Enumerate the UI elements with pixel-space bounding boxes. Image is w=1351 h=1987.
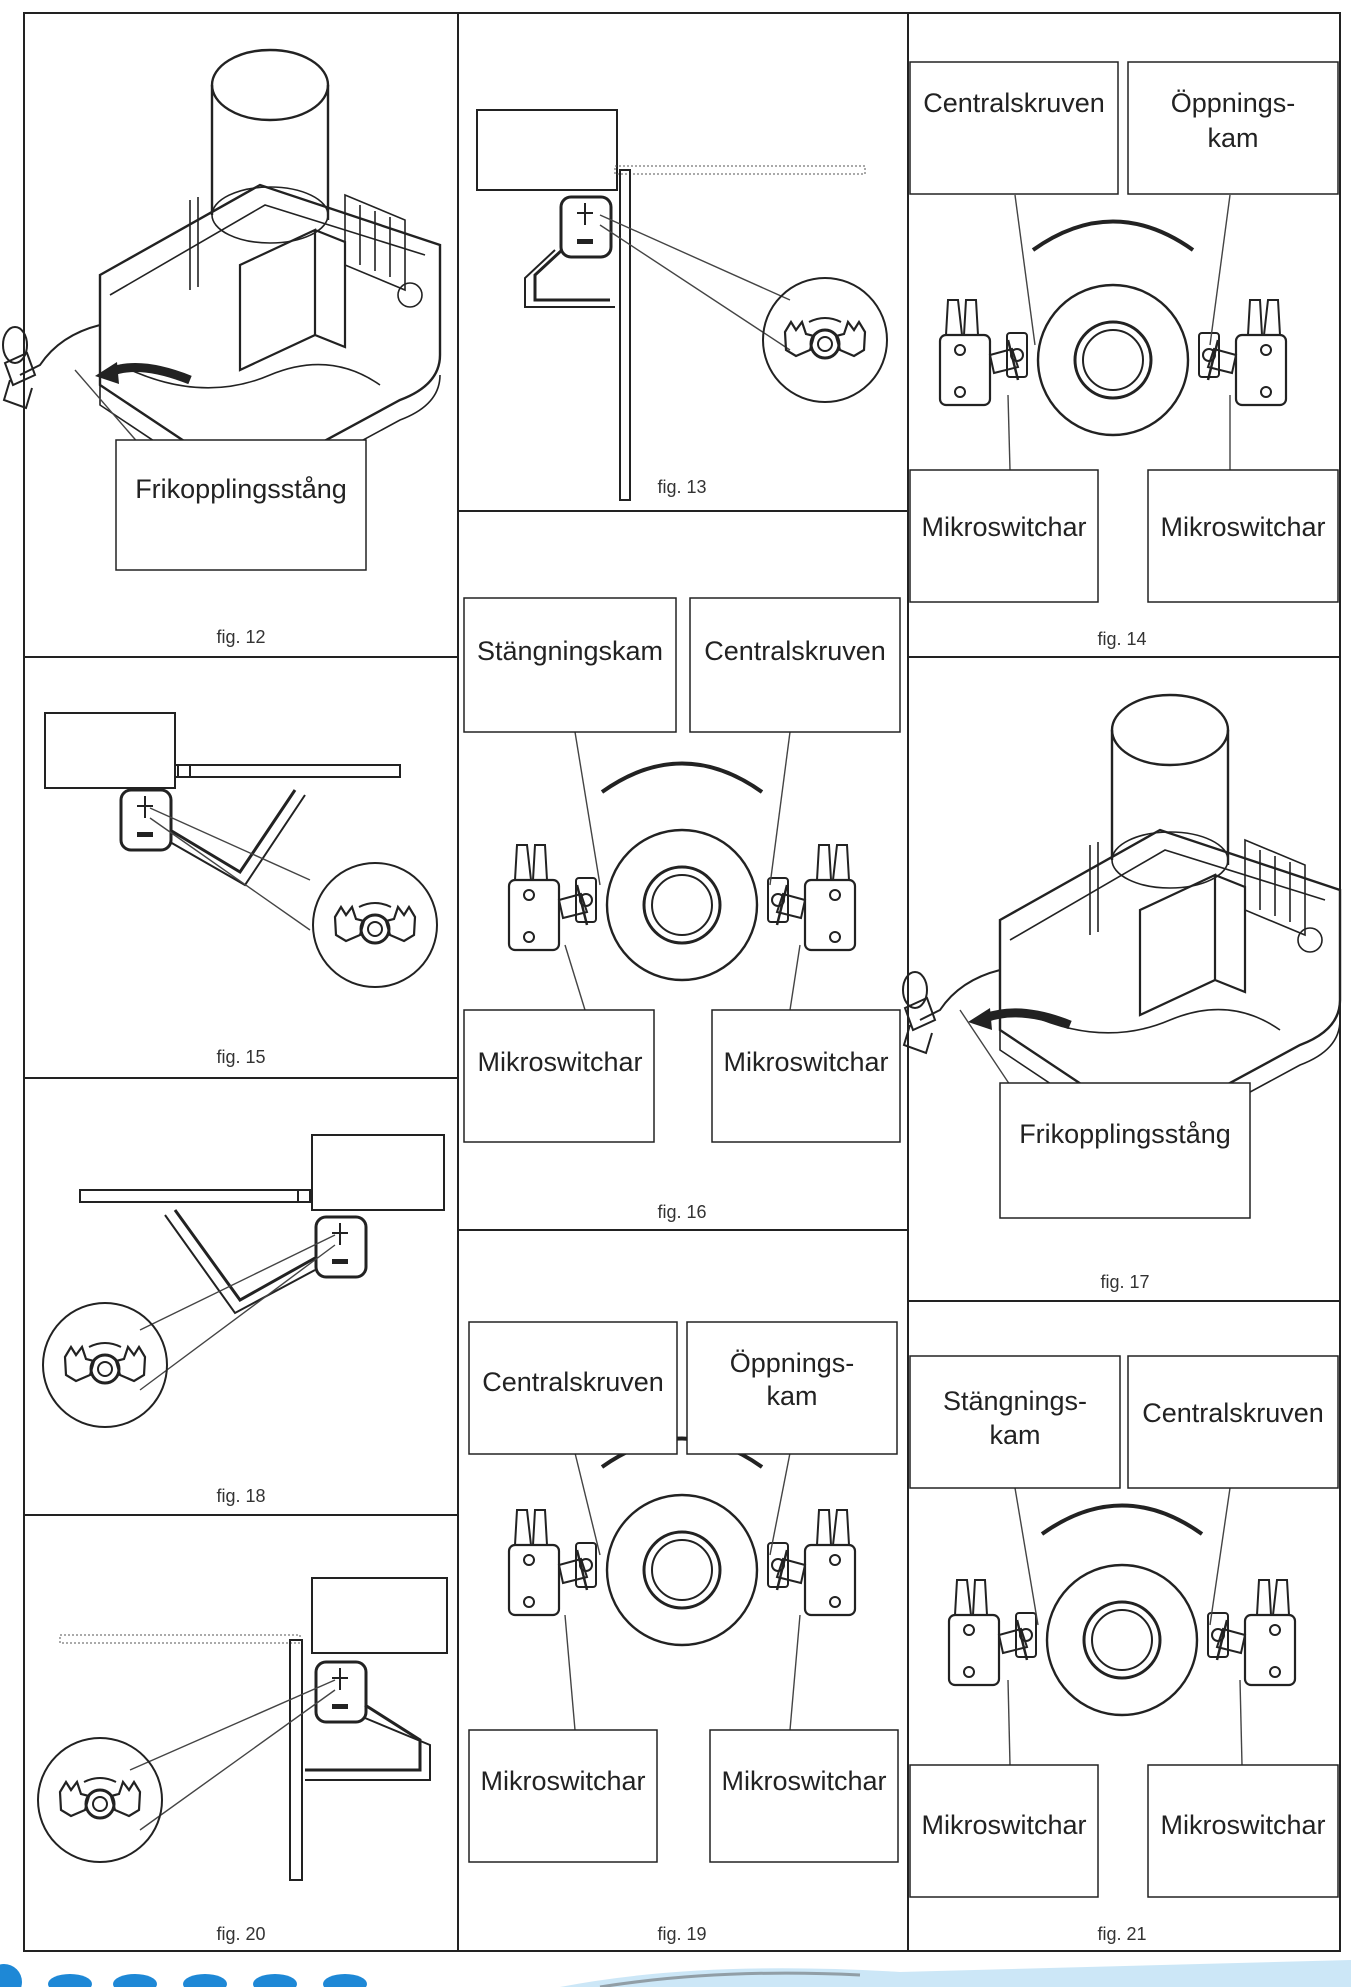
caption-fig-16: fig. 16 [657,1202,706,1222]
label-centralskruven: Centralskruven [704,636,886,666]
label-mikroswitchar-left: Mikroswitchar [480,1766,645,1796]
label-mikroswitchar-right: Mikroswitchar [721,1766,886,1796]
label-frikopplingsstang: Frikopplingsstång [1019,1119,1231,1149]
label-stangningskam: Stängningskam [477,636,663,666]
label-mikroswitchar-right: Mikroswitchar [723,1047,888,1077]
caption-fig-21: fig. 21 [1097,1924,1146,1944]
label-centralskruven: Centralskruven [482,1367,664,1397]
label-mikroswitchar-left: Mikroswitchar [477,1047,642,1077]
caption-fig-19: fig. 19 [657,1924,706,1944]
label-oppningskam-2: kam [766,1381,817,1411]
grid-lines [23,12,1341,1952]
label-centralskruven: Centralskruven [1142,1398,1324,1428]
figure-14: Centralskruven Öppnings- kam Mikroswitch… [909,61,1339,649]
caption-fig-20: fig. 20 [216,1924,265,1944]
rotation-arrow [983,1008,1072,1030]
caption-fig-15: fig. 15 [216,1047,265,1067]
label-centralskruven: Centralskruven [923,88,1105,118]
label-oppningskam-1: Öppnings- [730,1348,855,1378]
motor-unit-illustration [1,48,442,493]
figure-17: Frikopplingsstång fig. 17 [901,693,1342,1292]
caption-fig-13: fig. 13 [657,477,706,497]
label-mikroswitchar-right: Mikroswitchar [1160,512,1325,542]
caption-fig-14: fig. 14 [1097,629,1146,649]
figure-21: Stängnings- kam Centralskruven Mikroswit… [909,1355,1339,1944]
figure-15: fig. 15 [44,712,439,1067]
figure-18: fig. 18 [41,1134,445,1506]
label-oppningskam-2: kam [1207,123,1258,153]
microswitch-detail-circle [761,276,889,404]
caption-fig-18: fig. 18 [216,1486,265,1506]
label-mikroswitchar-left: Mikroswitchar [921,512,1086,542]
footer-decoration [0,1960,1351,1987]
label-stangningskam-1: Stängnings- [943,1386,1087,1416]
label-oppningskam-1: Öppnings- [1171,88,1296,118]
figure-13: fig. 13 [476,109,889,501]
motor-unit-illustration [901,693,1342,1138]
caption-fig-12: fig. 12 [216,627,265,647]
label-box [115,439,367,571]
caption-fig-17: fig. 17 [1100,1272,1149,1292]
figure-20: fig. 20 [36,1577,448,1944]
figure-19: Centralskruven Öppnings- kam Mikroswitch… [468,1321,899,1944]
label-stangningskam-2: kam [989,1420,1040,1450]
figure-12: Frikopplingsstång fig. 12 [1,48,442,647]
label-mikroswitchar-right: Mikroswitchar [1160,1810,1325,1840]
label-frikopplingsstang: Frikopplingsstång [135,474,347,504]
label-mikroswitchar-left: Mikroswitchar [921,1810,1086,1840]
figure-16: Stängningskam Centralskruven Mikroswitch… [463,597,901,1222]
